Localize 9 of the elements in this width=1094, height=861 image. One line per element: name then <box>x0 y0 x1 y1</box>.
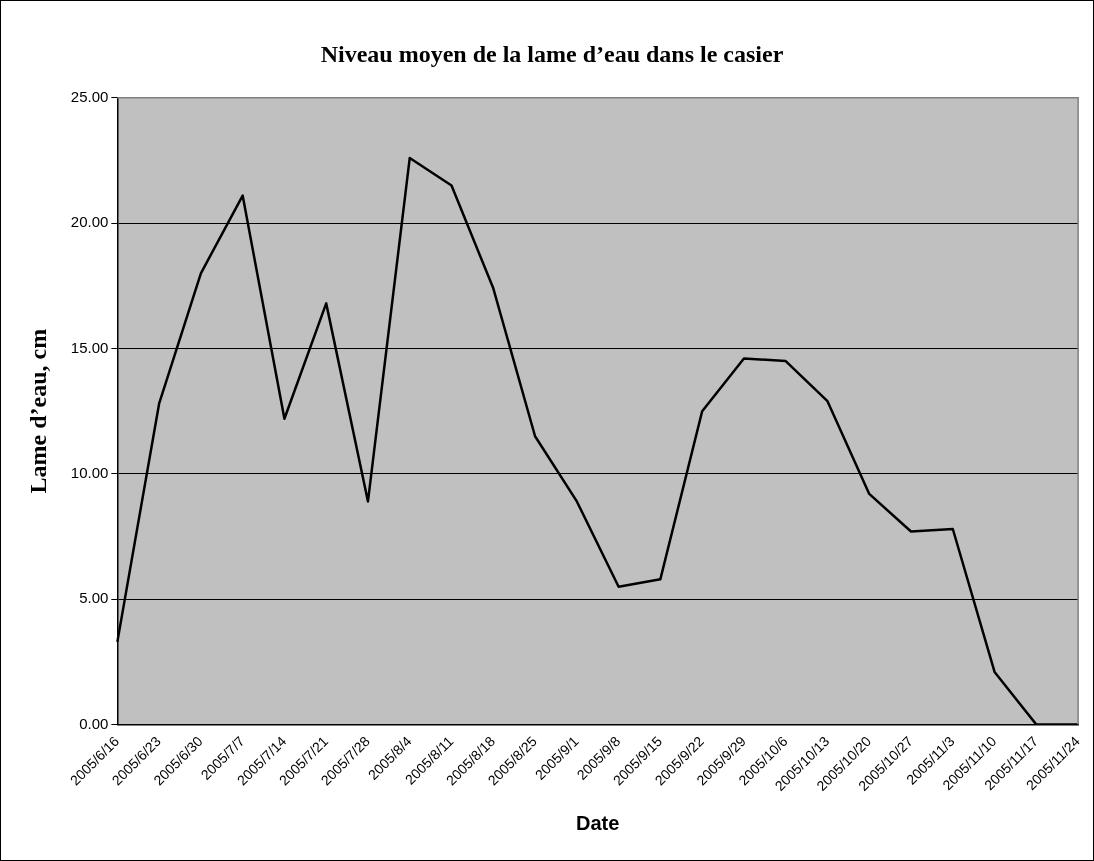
y-tick-label: 15.00 <box>70 338 109 356</box>
x-axis-title: Date <box>576 811 620 834</box>
y-tick-label: 25.00 <box>70 87 109 105</box>
y-tick-label: 10.00 <box>70 464 109 482</box>
y-tick-label: 20.00 <box>70 213 109 231</box>
y-axis-title: Lame d’eau, cm <box>24 328 51 494</box>
y-tick-label: 5.00 <box>79 589 109 607</box>
chart-title: Niveau moyen de la lame d’eau dans le casier <box>320 40 784 67</box>
y-tick-label: 0.00 <box>79 714 109 732</box>
